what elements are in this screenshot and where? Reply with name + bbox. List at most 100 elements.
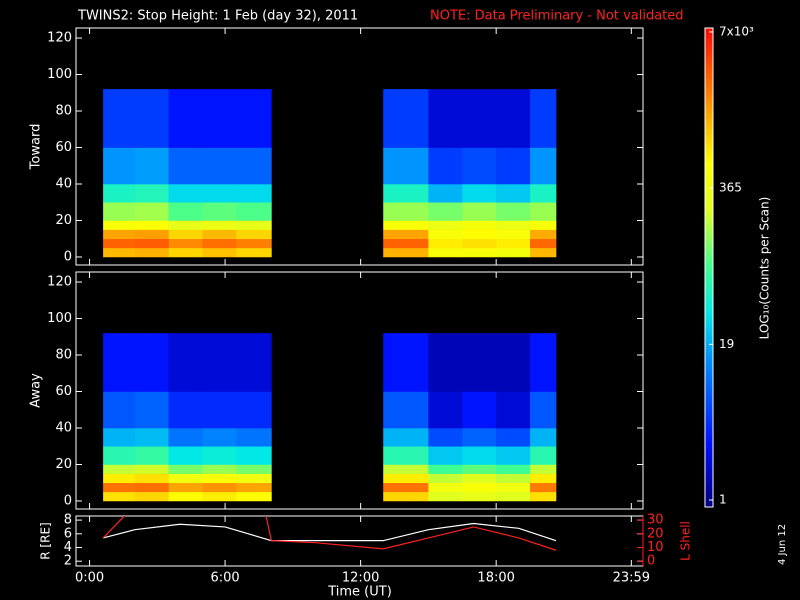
x-axis-label: Time (UT) [327, 585, 392, 600]
y2-tick-label: 0 [647, 554, 655, 569]
y-tick-label: 80 [55, 348, 72, 363]
heat-cell [462, 247, 497, 258]
heat-cell [236, 238, 272, 249]
heat-cell [202, 238, 237, 249]
heat-cell [134, 147, 169, 185]
heat-cell [496, 229, 531, 240]
line [265, 516, 557, 551]
heat-cell [462, 446, 497, 465]
heat-cell [428, 229, 463, 240]
heat-cell [383, 482, 429, 493]
x-tick-label: 18:00 [477, 571, 514, 586]
heat-cell [202, 391, 237, 429]
heat-cell [383, 89, 429, 148]
colorbar [705, 32, 713, 500]
heat-cell [530, 491, 557, 502]
heat-cell [530, 89, 557, 148]
heat-cell [202, 202, 237, 221]
heat-cell [496, 333, 531, 392]
y-tick-label: 0 [64, 249, 72, 264]
y2-tick-label: 10 [647, 540, 664, 555]
heat-cell [496, 473, 531, 484]
heat-cell [236, 147, 272, 185]
heat-cell [168, 333, 203, 392]
heat-cell [462, 220, 497, 230]
heat-cell [134, 183, 169, 203]
heat-cell [530, 247, 557, 258]
heat-cell [428, 427, 463, 447]
heat-cell [202, 446, 237, 465]
y-axis-label: Toward [29, 124, 44, 171]
heat-cell [530, 464, 557, 474]
date-stamp: 4 Jun 12 [777, 524, 788, 565]
heat-cell [383, 183, 429, 203]
y-tick-label: 8 [64, 513, 72, 528]
heat-cell [236, 464, 272, 474]
heat-cell [202, 482, 237, 493]
heat-cell [530, 220, 557, 230]
heat-cell [496, 427, 531, 447]
heat-cell [168, 491, 203, 502]
x-tick-label: 12:00 [342, 571, 379, 586]
y-tick-label: 20 [55, 213, 72, 228]
heat-cell [383, 333, 429, 392]
heat-cell [168, 464, 203, 474]
heat-cell [202, 89, 237, 148]
heat-cell [134, 202, 169, 221]
heat-cell [168, 446, 203, 465]
heat-cell [103, 89, 136, 148]
heat-cell [134, 446, 169, 465]
y-tick-label: 20 [55, 457, 72, 472]
y-tick-label: 120 [47, 31, 72, 46]
heat-cell [168, 220, 203, 230]
heat-cell [530, 147, 557, 185]
colorbar-tick-label: 7x10³ [719, 25, 754, 39]
heat-cell [134, 229, 169, 240]
y-tick-label: 0 [64, 493, 72, 508]
heat-cell [462, 391, 497, 429]
heat-cell [103, 147, 136, 185]
heat-cell [134, 391, 169, 429]
colorbar-tick-label: 1 [719, 493, 727, 507]
heat-cell [530, 229, 557, 240]
heat-cell [383, 202, 429, 221]
heat-cell [462, 229, 497, 240]
heat-cell [428, 391, 463, 429]
heat-cell [462, 482, 497, 493]
heat-cell [530, 183, 557, 203]
heat-cell [383, 220, 429, 230]
heat-cell [236, 391, 272, 429]
heat-cell [496, 482, 531, 493]
y-tick-label: 60 [55, 140, 72, 155]
heat-cell [236, 202, 272, 221]
heat-cell [103, 183, 136, 203]
heat-cell [168, 473, 203, 484]
heat-cell [168, 147, 203, 185]
heat-cell [462, 333, 497, 392]
heat-cell [236, 89, 272, 148]
heat-cell [462, 464, 497, 474]
plot-frame [75, 271, 644, 510]
heat-cell [134, 247, 169, 258]
heat-cell [383, 473, 429, 484]
y2-axis-label: L Shell [679, 521, 693, 561]
heat-cell [202, 464, 237, 474]
heat-cell [496, 247, 531, 258]
colorbar-label: LOG₁₀(Counts per Scan) [758, 197, 772, 340]
heat-cell [530, 446, 557, 465]
heat-cell [236, 427, 272, 447]
heat-cell [168, 238, 203, 249]
heat-cell [530, 482, 557, 493]
heat-cell [428, 202, 463, 221]
heat-cell [428, 89, 463, 148]
heat-cell [202, 147, 237, 185]
heat-cell [103, 446, 136, 465]
heat-cell [202, 229, 237, 240]
heat-cell [383, 464, 429, 474]
heat-cell [236, 220, 272, 230]
heat-cell [462, 473, 497, 484]
heat-cell [134, 491, 169, 502]
heat-cell [462, 238, 497, 249]
